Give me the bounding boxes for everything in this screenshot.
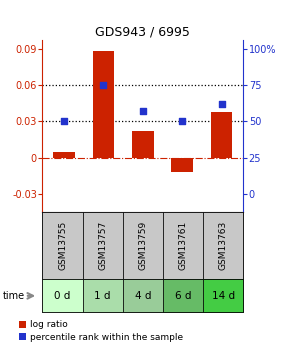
Title: GDS943 / 6995: GDS943 / 6995	[96, 26, 190, 39]
Point	[101, 82, 106, 88]
Bar	[123, 279, 163, 312]
Bar	[93, 51, 114, 158]
Text: GSM13763: GSM13763	[219, 221, 228, 270]
Text: 14 d: 14 d	[212, 291, 235, 301]
Bar	[42, 212, 83, 279]
Bar	[211, 112, 232, 158]
Text: GSM13759: GSM13759	[138, 221, 147, 270]
Bar	[123, 212, 163, 279]
Bar	[163, 279, 203, 312]
Point	[141, 108, 145, 114]
Bar	[42, 212, 243, 279]
Bar	[42, 279, 83, 312]
Bar	[83, 212, 123, 279]
Legend: log ratio, percentile rank within the sample: log ratio, percentile rank within the sa…	[19, 320, 183, 342]
Text: 4 d: 4 d	[134, 291, 151, 301]
Text: GSM13757: GSM13757	[98, 221, 107, 270]
Bar	[171, 158, 193, 172]
Text: time: time	[3, 291, 25, 301]
Bar	[53, 152, 75, 158]
Bar	[42, 279, 243, 312]
Point	[219, 101, 224, 107]
Text: 0 d: 0 d	[54, 291, 71, 301]
Point	[180, 119, 185, 124]
Text: GSM13761: GSM13761	[178, 221, 188, 270]
Bar	[83, 279, 123, 312]
Text: GSM13755: GSM13755	[58, 221, 67, 270]
Bar	[132, 131, 154, 158]
Text: 1 d: 1 d	[94, 291, 111, 301]
Text: 6 d: 6 d	[175, 291, 191, 301]
Bar	[203, 279, 243, 312]
Point	[62, 119, 67, 124]
Bar	[163, 212, 203, 279]
Bar	[203, 212, 243, 279]
